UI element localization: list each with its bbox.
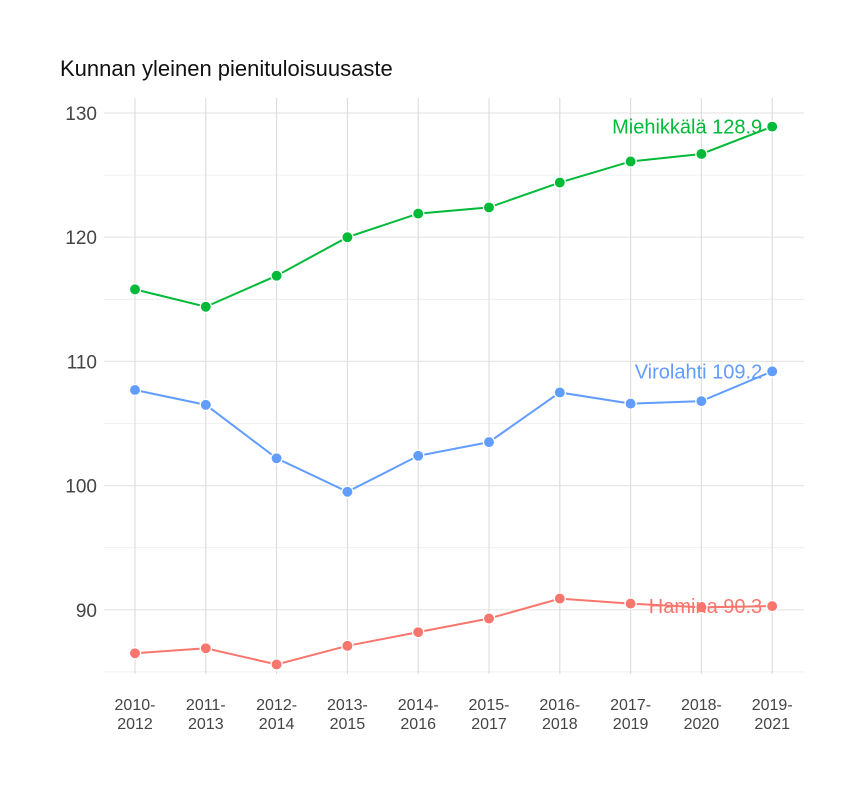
x-tick-label: 2016-2018 xyxy=(539,697,580,733)
data-point xyxy=(411,449,425,463)
data-point xyxy=(199,300,213,314)
series-end-label: Virolahti 109.2 xyxy=(635,361,763,383)
x-axis: 2010-2012 2011-2013 2012-2014 2013-2015 2014… xyxy=(115,697,793,733)
data-point xyxy=(341,230,354,244)
data-point xyxy=(341,485,354,499)
chart-title: Kunnan yleinen pienituloisuusaste xyxy=(60,56,393,81)
x-tick-label: 2015-2017 xyxy=(469,697,510,733)
series-line xyxy=(134,370,773,493)
data-point xyxy=(695,601,708,614)
data-point xyxy=(695,394,708,408)
grid-lines xyxy=(104,98,804,674)
series-end-label: Miehikkälä 128.9 xyxy=(612,117,762,139)
data-point xyxy=(624,397,637,410)
end-labels: Miehikkälä 128.9 Virolahti 109.2 Hamina 90… xyxy=(612,117,762,618)
y-axis: 90 100 110 120 130 xyxy=(65,104,97,622)
series-end-label: Hamina 90.3 xyxy=(649,596,762,618)
y-tick-label: 120 xyxy=(65,228,97,249)
series-layer xyxy=(128,120,779,671)
data-point xyxy=(624,155,637,168)
x-tick-label: 2010-2012 xyxy=(115,697,156,733)
data-point xyxy=(482,612,496,625)
data-point xyxy=(624,597,637,610)
data-point xyxy=(695,147,708,161)
x-tick-label: 2019-2021 xyxy=(752,697,793,733)
data-point xyxy=(270,658,283,671)
y-tick-label: 90 xyxy=(76,601,97,622)
y-tick-label: 100 xyxy=(65,477,97,498)
x-tick-label: 2014-2016 xyxy=(398,697,439,733)
data-point xyxy=(128,283,142,296)
data-point xyxy=(553,176,567,189)
y-tick-label: 110 xyxy=(67,352,97,373)
data-point xyxy=(411,625,425,639)
x-tick-label: 2017-2019 xyxy=(610,697,651,733)
data-point xyxy=(270,269,283,282)
x-tick-label: 2013-2015 xyxy=(327,697,368,733)
data-point xyxy=(411,207,425,220)
data-point xyxy=(482,435,496,449)
data-point xyxy=(128,647,142,660)
data-point xyxy=(765,120,779,133)
x-tick-label: 2018-2020 xyxy=(681,697,722,733)
data-point xyxy=(341,639,354,653)
data-point xyxy=(199,398,213,412)
y-tick-label: 130 xyxy=(65,104,97,125)
data-point xyxy=(765,365,779,378)
data-point xyxy=(765,599,779,613)
x-tick-label: 2011-2013 xyxy=(186,697,226,733)
data-point xyxy=(270,452,283,465)
data-point xyxy=(199,642,213,655)
data-point xyxy=(553,592,567,605)
data-point xyxy=(128,383,142,397)
x-tick-label: 2012-2014 xyxy=(256,697,297,733)
series-line xyxy=(134,597,773,666)
series-line xyxy=(134,125,773,308)
data-point xyxy=(482,201,496,214)
data-point xyxy=(553,386,567,399)
